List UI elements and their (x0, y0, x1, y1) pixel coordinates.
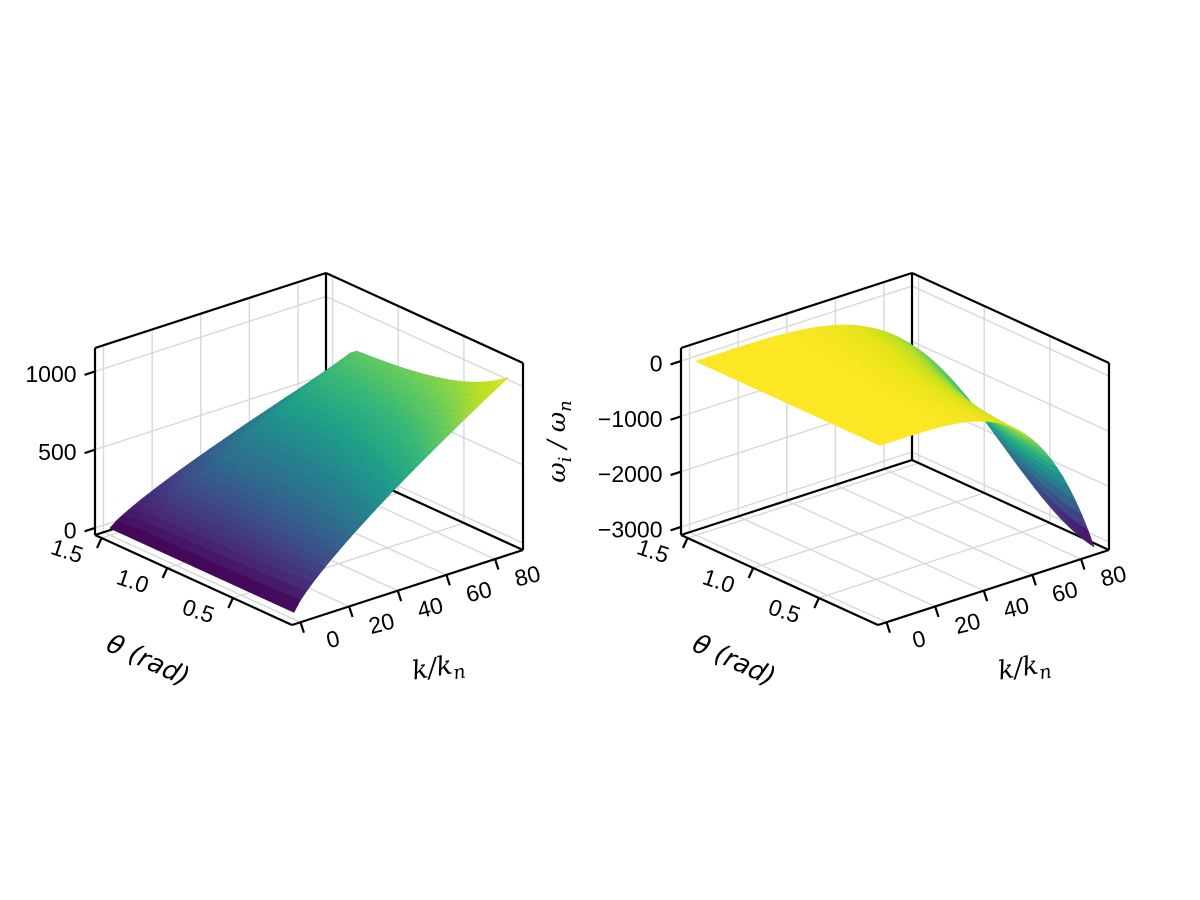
x-tick-label: 40 (415, 592, 446, 623)
z-axis-title: ωi / ωn (542, 400, 576, 482)
x-axis-title: k/kn (410, 649, 467, 691)
x-tick-label: 0 (910, 625, 929, 653)
z-tick-label: −3000 (598, 516, 663, 542)
x-tick-label: 40 (1001, 592, 1032, 623)
z-tick-label: −1000 (598, 406, 663, 432)
growth-rate-surface-plot: 0204060800.51.01.50−1000−2000−3000k/knθ … (542, 271, 1129, 693)
x-tick-label: 20 (952, 608, 983, 639)
z-tick-label: 0 (650, 350, 663, 376)
x-tick-label: 80 (1098, 560, 1129, 591)
box-frame (679, 271, 1111, 627)
x-axis-title: k/kn (996, 649, 1053, 691)
surface (109, 350, 509, 613)
z-tick-label: 0 (64, 517, 77, 543)
x-tick-label: 80 (512, 560, 543, 591)
x-tick-label: 60 (463, 576, 494, 607)
x-tick-label: 20 (366, 608, 397, 639)
x-tick-label: 60 (1049, 576, 1080, 607)
surface (695, 324, 1095, 548)
x-tick-label: 0 (324, 625, 343, 653)
z-tick-label: −2000 (598, 461, 663, 487)
z-tick-label: 500 (38, 439, 76, 465)
z-tick-label: 1000 (25, 361, 76, 387)
box-frame (93, 271, 525, 627)
